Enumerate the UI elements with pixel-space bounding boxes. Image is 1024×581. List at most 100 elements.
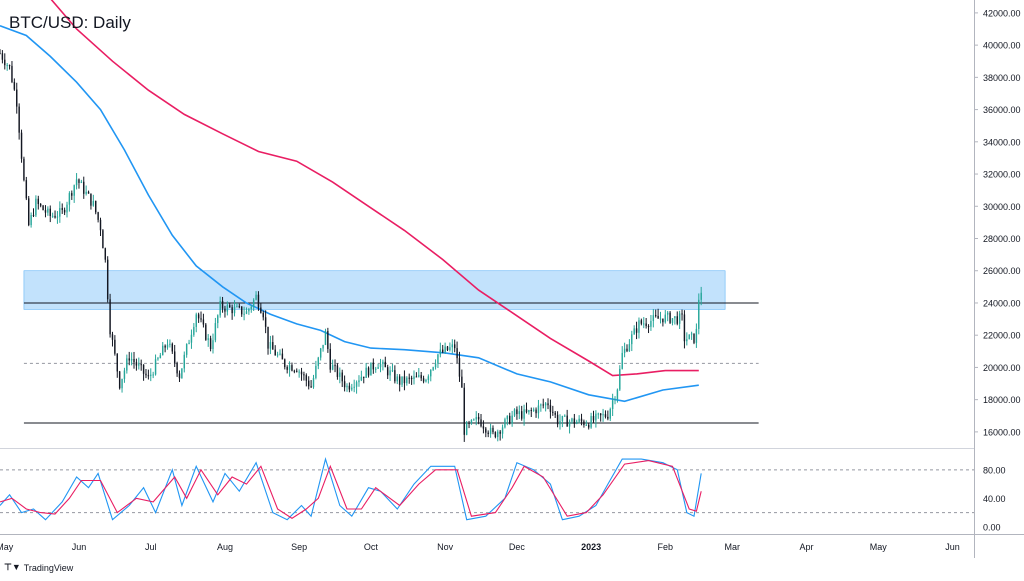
time-axis-label: Dec	[509, 542, 526, 552]
candle-body	[37, 198, 40, 205]
candle-body	[85, 191, 87, 194]
time-axis-label: Jun	[72, 542, 87, 552]
candle-body	[501, 427, 504, 434]
candle-body	[571, 418, 573, 422]
candle-body	[602, 414, 604, 416]
candle-body	[264, 317, 267, 327]
candle-body	[621, 352, 623, 369]
candle-body	[463, 387, 465, 435]
candle-body	[267, 326, 269, 349]
candle-body	[176, 362, 178, 374]
candle-body	[401, 376, 403, 385]
price-axis-label: 30000.00	[983, 202, 1021, 212]
candle-body	[219, 300, 221, 316]
candle-body	[195, 314, 197, 327]
candle-body	[42, 205, 44, 211]
candle-body	[382, 361, 384, 365]
candle-body	[633, 328, 635, 335]
candle-body	[140, 364, 142, 366]
candle-body	[437, 354, 439, 364]
candle-body	[358, 380, 360, 383]
candle-body	[549, 405, 552, 412]
candle-body	[171, 343, 174, 352]
candle-body	[252, 299, 255, 307]
tradingview-brand[interactable]: ⊤▼ TradingView	[4, 562, 73, 573]
candle-body	[638, 320, 640, 333]
candle-body	[27, 198, 30, 226]
candle-body	[262, 312, 264, 318]
candle-body	[384, 361, 387, 368]
candle-body	[193, 326, 195, 335]
candle-body	[145, 373, 147, 376]
candle-body	[410, 377, 413, 380]
candle-body	[652, 315, 655, 321]
candle-body	[231, 307, 233, 314]
candle-body	[121, 378, 123, 389]
candle-body	[351, 387, 353, 390]
candle-body	[396, 376, 398, 382]
candle-body	[61, 208, 63, 210]
candle-body	[666, 312, 669, 315]
candle-body	[346, 385, 348, 388]
candle-body	[284, 359, 286, 368]
candle-body	[391, 370, 394, 372]
candle-body	[422, 378, 425, 382]
time-axis-label: 2023	[581, 542, 601, 552]
candle-body	[276, 354, 279, 356]
candle-body	[341, 372, 343, 382]
candle-body	[35, 198, 37, 216]
candle-body	[99, 219, 102, 231]
candle-body	[614, 399, 616, 401]
candle-body	[592, 416, 595, 421]
candle-body	[274, 349, 276, 356]
candle-body	[224, 308, 226, 312]
candle-body	[327, 331, 329, 349]
candle-body	[664, 314, 667, 323]
brand-label: TradingView	[23, 562, 74, 573]
candle-body	[595, 413, 597, 421]
candle-body	[319, 348, 322, 358]
candle-body	[494, 432, 497, 438]
candle-body	[379, 364, 382, 368]
price-axis-label: 42000.00	[983, 8, 1021, 18]
candle-body	[205, 324, 207, 340]
candle-body	[200, 318, 202, 320]
candle-body	[173, 351, 176, 363]
time-axis-label: Nov	[437, 542, 454, 552]
candle-body	[578, 418, 580, 422]
price-axis-label: 34000.00	[983, 137, 1021, 147]
candle-body	[542, 404, 544, 406]
candle-body	[583, 421, 585, 425]
candle-body	[32, 215, 35, 217]
candle-body	[528, 410, 530, 413]
candle-body	[1, 53, 4, 60]
candle-body	[104, 248, 107, 260]
candle-body	[585, 424, 588, 426]
price-axis-label: 22000.00	[983, 331, 1021, 341]
price-axis-label: 36000.00	[983, 105, 1021, 115]
candle-body	[626, 348, 628, 352]
candle-body	[269, 342, 272, 349]
candle-body	[468, 422, 470, 424]
candle-body	[197, 314, 200, 319]
candle-body	[307, 380, 310, 387]
candle-body	[49, 208, 51, 216]
candle-body	[16, 89, 18, 107]
candle-body	[403, 376, 406, 384]
candle-body	[487, 432, 489, 435]
candle-body	[458, 358, 461, 377]
candle-body	[30, 215, 32, 226]
time-axis-label: Sep	[291, 542, 307, 552]
candle-body	[695, 328, 698, 343]
candle-body	[147, 375, 150, 377]
candle-body	[245, 311, 248, 314]
candle-body	[13, 81, 16, 90]
candle-body	[475, 416, 477, 420]
candle-body	[518, 411, 521, 415]
candle-body	[449, 347, 451, 351]
candle-body	[573, 418, 576, 424]
candle-body	[367, 367, 370, 376]
candle-body	[604, 414, 607, 417]
moving-average-slow	[50, 0, 699, 377]
candle-body	[489, 427, 492, 435]
